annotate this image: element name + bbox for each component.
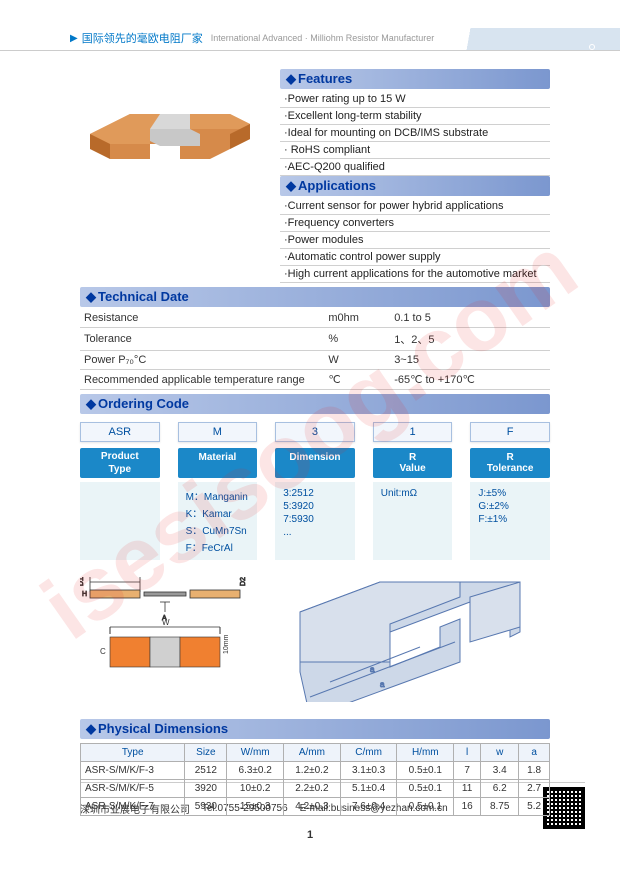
phys-header: w <box>481 744 519 762</box>
section-phys: Physical Dimensions <box>80 719 550 739</box>
table-row: ASR-S/M/K/F-7593015±0.34.2±0.37.6±0.40.5… <box>81 798 550 816</box>
tech-table: Resistancem0hm0.1 to 5Tolerance%1、2、5Pow… <box>80 309 550 390</box>
phys-header: W/mm <box>227 744 284 762</box>
order-code-box: M <box>178 422 258 442</box>
spec-line: · RoHS compliant <box>280 142 550 159</box>
order-body: M：ManganinK：KamarS：CuMn7SnF：FeCrAl <box>178 482 258 560</box>
spec-line: ·Ideal for mounting on DCB/IMS substrate <box>280 125 550 142</box>
order-body: Unit:mΩ <box>373 482 453 560</box>
order-head: RValue <box>373 448 453 478</box>
product-image <box>80 69 260 179</box>
phys-header: l <box>454 744 481 762</box>
header-en: International Advanced · Milliohm Resist… <box>211 33 435 43</box>
svg-text:10mm: 10mm <box>223 634 230 654</box>
spec-line: ·Current sensor for power hybrid applica… <box>280 198 550 215</box>
order-body <box>80 482 160 560</box>
svg-text:a: a <box>380 680 385 689</box>
svg-text:H: H <box>82 591 87 598</box>
table-row: ASR-S/M/K/F-325126.3±0.21.2±0.23.1±0.30.… <box>81 762 550 780</box>
spec-line: ·Excellent long-term stability <box>280 108 550 125</box>
order-head: ProductType <box>80 448 160 478</box>
section-applications: Applications <box>280 176 550 196</box>
order-code-box: F <box>470 422 550 442</box>
order-body: 3:25125:39207:5930... <box>275 482 355 560</box>
spec-line: ·Automatic control power supply <box>280 249 550 266</box>
phys-header: a <box>519 744 550 762</box>
spec-line: ·Frequency converters <box>280 215 550 232</box>
phys-header: H/mm <box>397 744 454 762</box>
svg-text:D1: D1 <box>80 577 85 586</box>
section-features: Features <box>280 69 550 89</box>
order-code-box: 1 <box>373 422 453 442</box>
spec-line: ·Power rating up to 15 W <box>280 91 550 108</box>
order-code-box: 3 <box>275 422 355 442</box>
spec-line: ·High current applications for the autom… <box>280 266 550 283</box>
spec-line: ·AEC-Q200 qualified <box>280 159 550 176</box>
order-head: Dimension <box>275 448 355 478</box>
order-body: J:±5%G:±2%F:±1% <box>470 482 550 560</box>
order-head: RTolerance <box>470 448 550 478</box>
section-tech: Technical Date <box>80 287 550 307</box>
section-ordering: Ordering Code <box>80 394 550 414</box>
phys-header: A/mm <box>284 744 341 762</box>
order-code-box: ASR <box>80 422 160 442</box>
phys-header: Size <box>185 744 227 762</box>
phys-table: TypeSizeW/mmA/mmC/mmH/mmlwa ASR-S/M/K/F-… <box>80 743 550 816</box>
diagrams: D1 A D2 H W C 10mm <box>80 572 550 705</box>
order-head: Material <box>178 448 258 478</box>
header-cn: 国际领先的毫欧电阻厂家 <box>82 30 203 46</box>
svg-text:D2: D2 <box>240 577 247 586</box>
phys-header: C/mm <box>340 744 397 762</box>
spec-line: ·Power modules <box>280 232 550 249</box>
phys-header: Type <box>81 744 185 762</box>
svg-text:C: C <box>100 647 106 656</box>
table-row: ASR-S/M/K/F-5392010±0.22.2±0.25.1±0.40.5… <box>81 780 550 798</box>
page-number: 1 <box>307 829 313 841</box>
svg-text:W: W <box>162 618 170 627</box>
header-bullet: ▶ <box>70 33 78 44</box>
